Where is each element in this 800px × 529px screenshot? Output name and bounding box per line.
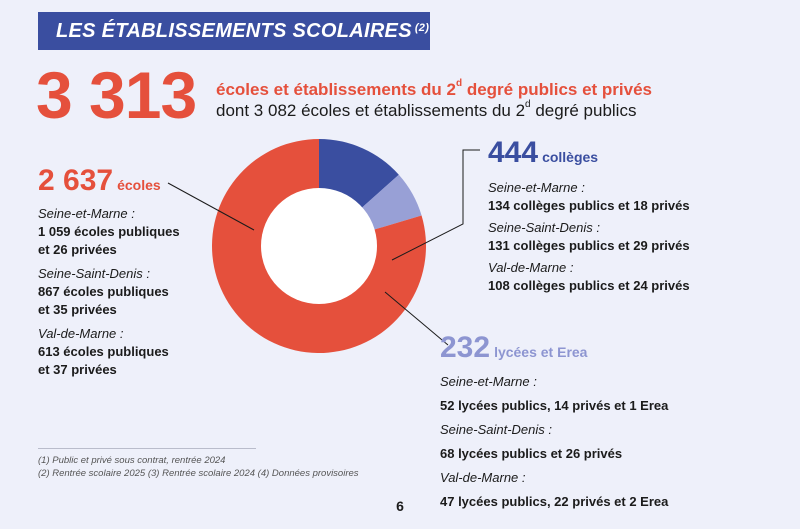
lycees-row: Seine-Saint-Denis : 68 lycées publics et… [440, 418, 668, 466]
lycees-dep-label: Val-de-Marne : [440, 470, 526, 485]
ecoles-dep-value: et 26 privées [38, 242, 117, 257]
colleges-dep-label: Val-de-Marne : [488, 260, 574, 275]
ecoles-details: Seine-et-Marne : 1 059 écoles publiques … [38, 205, 180, 379]
public-desc-part1: dont 3 082 écoles et établissements du 2 [216, 101, 526, 120]
ecoles-dep-label: Val-de-Marne : [38, 326, 124, 341]
lycees-row: Seine-et-Marne : 52 lycées publics, 14 p… [440, 370, 668, 418]
ecoles-number: 2 637 [38, 164, 114, 197]
donut-hole [261, 188, 377, 304]
footnote-2: (2) Rentrée scolaire 2025 (3) Rentrée sc… [38, 468, 359, 479]
colleges-dep-label: Seine-Saint-Denis : [488, 220, 600, 235]
leader-lycees [384, 291, 449, 346]
colleges-dep-value: 108 collèges publics et 24 privés [488, 278, 690, 293]
colleges-details: Seine-et-Marne : 134 collèges publics et… [488, 179, 690, 295]
ecoles-dep-label: Seine-et-Marne : [38, 206, 135, 221]
colleges-dep-value: 131 collèges publics et 29 privés [488, 238, 690, 253]
lycees-dep-value: 47 lycées publics, 22 privés et 2 Erea [440, 494, 669, 509]
colleges-label: collèges [542, 149, 599, 165]
ecoles-dep-value: 613 écoles publiques [38, 344, 169, 359]
public-description: dont 3 082 écoles et établissements du 2… [216, 99, 637, 121]
banner-note: (2) [414, 22, 430, 34]
ecoles-label: écoles [117, 177, 161, 193]
ecoles-dep-value: 1 059 écoles publiques [38, 224, 180, 239]
colleges-dep-label: Seine-et-Marne : [488, 180, 585, 195]
lycees-number: 232 [440, 331, 491, 364]
lycees-dep-label: Seine-et-Marne : [440, 374, 537, 389]
total-description: écoles et établissements du 2d degré pub… [216, 78, 653, 100]
public-desc-part2: degré publics [530, 101, 637, 120]
lycees-dep-value: 52 lycées publics, 14 privés et 1 Erea [440, 398, 669, 413]
section-banner: LES ÉTABLISSEMENTS SCOLAIRES (2) [38, 12, 430, 50]
lycees-dep-value: 68 lycées publics et 26 privés [440, 446, 623, 461]
lycees-row: Val-de-Marne : 47 lycées publics, 22 pri… [440, 466, 668, 514]
ecoles-dep-label: Seine-Saint-Denis : [38, 266, 150, 281]
public-desc-sup: d [525, 99, 531, 110]
total-desc-sup: d [456, 78, 463, 89]
footnote-1: (1) Public et privé sous contrat, rentré… [38, 455, 226, 466]
banner-title: LES ÉTABLISSEMENTS SCOLAIRES [56, 20, 412, 42]
colleges-number: 444 [488, 136, 539, 169]
colleges-dep-value: 134 collèges publics et 18 privés [488, 198, 690, 213]
footnote-divider [38, 448, 256, 449]
lycees-heading: 232 lycées et Erea [440, 331, 587, 365]
lycees-dep-label: Seine-Saint-Denis : [440, 422, 552, 437]
total-number: 3 313 [36, 58, 197, 132]
ecoles-dep-value: et 35 privées [38, 302, 117, 317]
lycees-details: Seine-et-Marne : 52 lycées publics, 14 p… [440, 370, 668, 514]
lycees-label: lycées et Erea [494, 344, 588, 360]
ecoles-dep-value: 867 écoles publiques [38, 284, 169, 299]
leader-ecoles [167, 182, 255, 231]
page-number: 6 [396, 498, 404, 514]
colleges-heading: 444 collèges [488, 136, 598, 170]
leader-colleges [391, 149, 480, 261]
ecoles-heading: 2 637 écoles [38, 164, 161, 198]
total-desc-part2: degré publics et privés [462, 80, 653, 99]
ecoles-dep-value: et 37 privées [38, 362, 117, 377]
total-desc-part1: écoles et établissements du 2 [216, 80, 456, 99]
